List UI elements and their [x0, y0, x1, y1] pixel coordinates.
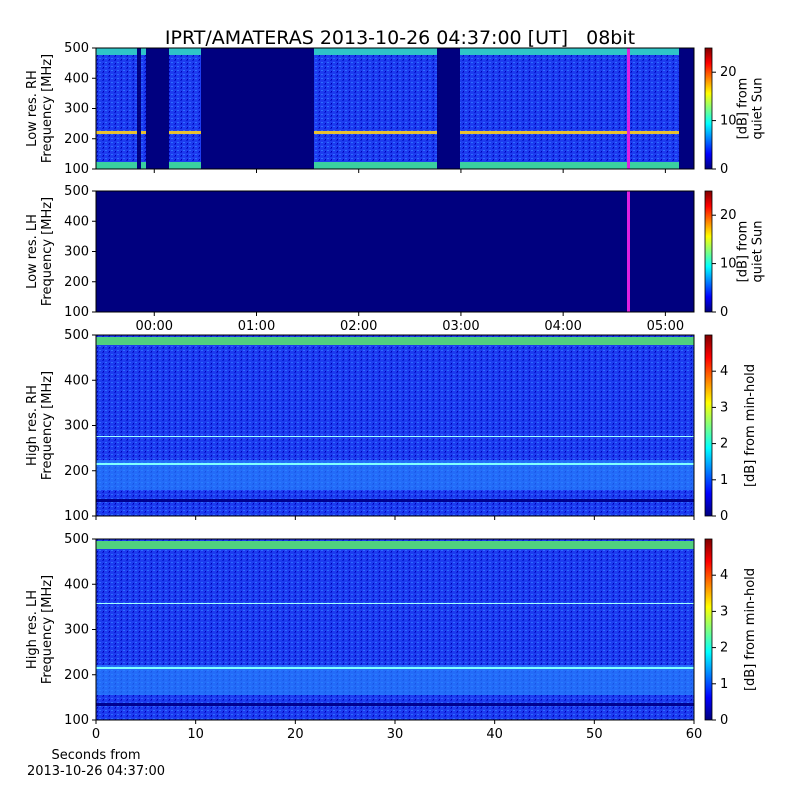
colorbar — [704, 190, 713, 313]
y-axis-label: Frequency [MHz] — [40, 575, 55, 684]
colorbar-label: [dB] from — [736, 221, 751, 283]
colorbar-tick-label: 20 — [720, 208, 737, 223]
colorbar-tick-label: 2 — [720, 641, 728, 656]
y-axis-label: Frequency [MHz] — [40, 371, 55, 480]
colorbar-tick-label: 10 — [720, 114, 737, 129]
colorbar-tick-label: 1 — [720, 677, 728, 692]
y-axis-label: Frequency [MHz] — [40, 197, 55, 306]
y-tick-label: 500 — [64, 532, 89, 547]
y-tick-label: 500 — [64, 184, 89, 199]
x-tick-label: 60 — [686, 727, 703, 742]
y-tick-label: 400 — [64, 214, 89, 229]
colorbar-label: quiet Sun — [751, 77, 766, 139]
colorbar-tick-label: 20 — [720, 65, 737, 80]
y-tick-label: 300 — [64, 623, 89, 638]
y-axis-label: High res. RH — [25, 385, 40, 466]
y-axis-label: Frequency [MHz] — [40, 54, 55, 163]
colorbar-tick-label: 3 — [720, 400, 728, 415]
y-axis-label: High res. LH — [25, 590, 40, 669]
x-axis-label: Seconds from — [51, 748, 140, 763]
colorbar-tick-label: 1 — [720, 473, 728, 488]
chart-title: IPRT/AMATERAS 2013-10-26 04:37:00 [UT] 0… — [165, 27, 635, 49]
y-axis-label: Low res. LH — [25, 214, 40, 289]
y-tick-label: 400 — [64, 71, 89, 86]
y-tick-label: 100 — [64, 305, 89, 320]
y-tick-label: 400 — [64, 577, 89, 592]
x-axis-label: 2013-10-26 04:37:00 — [27, 764, 165, 779]
y-tick-label: 500 — [64, 328, 89, 343]
x-tick-label: 01:00 — [238, 319, 275, 334]
colorbar-tick-label: 4 — [720, 364, 728, 379]
colorbar-tick-label: 0 — [720, 713, 728, 728]
y-tick-label: 100 — [64, 162, 89, 177]
x-tick-label: 0 — [92, 727, 100, 742]
y-tick-label: 300 — [64, 245, 89, 260]
colorbar — [704, 47, 713, 170]
y-axis-label: Low res. RH — [25, 70, 40, 147]
y-tick-label: 200 — [64, 464, 89, 479]
y-tick-label: 100 — [64, 713, 89, 728]
colorbar-tick-label: 10 — [720, 257, 737, 272]
colorbar — [704, 538, 713, 721]
colorbar-tick-label: 0 — [720, 305, 728, 320]
colorbar-tick-label: 0 — [720, 509, 728, 524]
y-tick-label: 500 — [64, 41, 89, 56]
x-tick-label: 02:00 — [340, 319, 377, 334]
x-tick-label: 30 — [387, 727, 404, 742]
x-tick-label: 03:00 — [442, 319, 479, 334]
colorbar-label: [dB] from — [736, 78, 751, 140]
y-tick-label: 200 — [64, 668, 89, 683]
colorbar-label: quiet Sun — [751, 220, 766, 282]
x-tick-label: 10 — [187, 727, 204, 742]
colorbar-tick-label: 3 — [720, 604, 728, 619]
y-tick-label: 200 — [64, 132, 89, 147]
y-tick-label: 300 — [64, 419, 89, 434]
x-tick-label: 50 — [586, 727, 603, 742]
colorbar-label: [dB] from min-hold — [743, 568, 758, 691]
colorbar-label: [dB] from min-hold — [743, 364, 758, 487]
colorbar-tick-label: 0 — [720, 162, 728, 177]
x-tick-label: 40 — [486, 727, 503, 742]
colorbar-tick-label: 2 — [720, 437, 728, 452]
x-tick-label: 04:00 — [544, 319, 581, 334]
spectrogram-images — [96, 48, 694, 720]
colorbar-tick-label: 4 — [720, 568, 728, 583]
y-tick-label: 300 — [64, 102, 89, 117]
x-tick-label: 05:00 — [647, 319, 684, 334]
colorbar — [704, 334, 713, 517]
x-tick-label: 20 — [287, 727, 304, 742]
x-tick-label: 00:00 — [136, 319, 173, 334]
y-tick-label: 400 — [64, 373, 89, 388]
y-tick-label: 200 — [64, 275, 89, 290]
y-tick-label: 100 — [64, 509, 89, 524]
